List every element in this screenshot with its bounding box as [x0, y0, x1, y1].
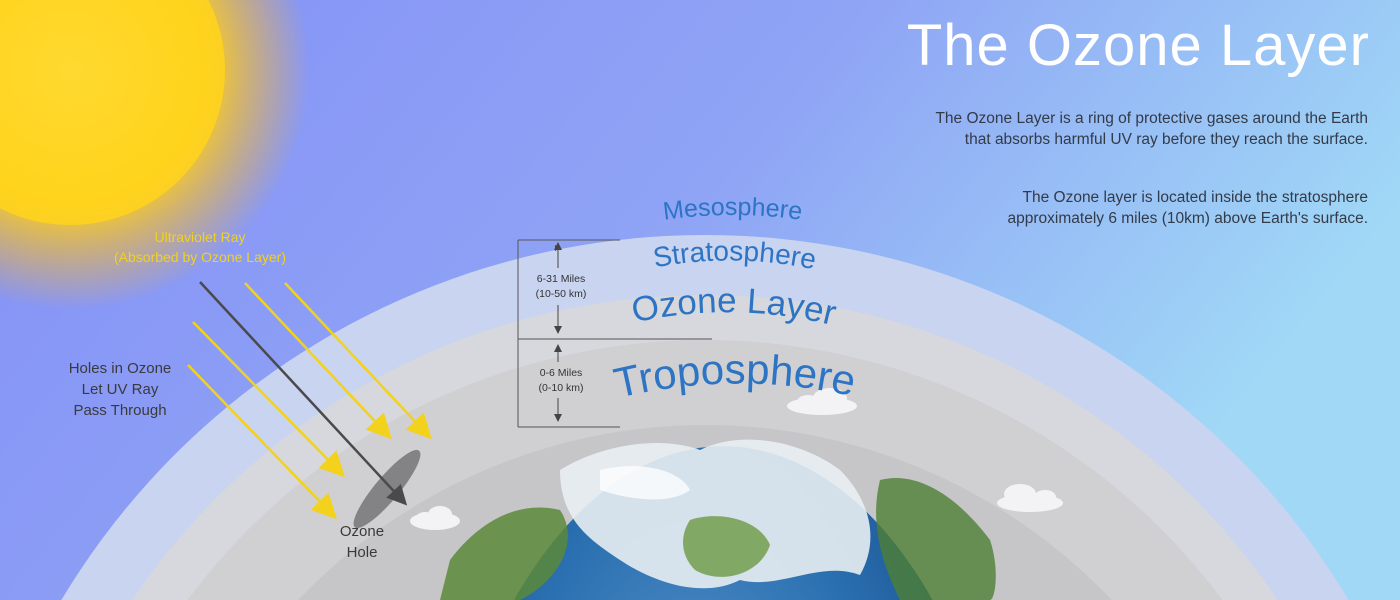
holes-label-line3: Pass Through: [73, 402, 167, 419]
description-paragraph-1: The Ozone Layer is a ring of protective …: [935, 110, 1368, 148]
cloud-small-left: [410, 506, 460, 530]
range-upper: 6-31 Miles (10-50 km): [521, 272, 601, 302]
ozone-hole-label-line1: Ozone: [339, 523, 385, 540]
holes-label-line1: Holes in Ozone: [68, 360, 172, 377]
cloud-small-center: [787, 388, 857, 415]
range-lower-miles: 0-6 Miles: [539, 367, 583, 379]
cloud-small-right: [997, 484, 1063, 512]
uv-arrow-through-hole: [199, 281, 408, 506]
range-upper-km: (10-50 km): [535, 288, 587, 300]
earth: [310, 432, 1100, 600]
uv-arrow-2: [244, 282, 392, 440]
uv-ray-label-line1: Ultraviolet Ray: [154, 229, 246, 245]
uv-ray-label: Ultraviolet Ray (Absorbed by Ozone Layer…: [95, 227, 305, 267]
holes-label: Holes in Ozone Let UV Ray Pass Through: [40, 358, 200, 421]
uv-arrow-3: [192, 321, 345, 478]
uv-ray-label-line2: (Absorbed by Ozone Layer): [114, 249, 286, 265]
range-lower-km: (0-10 km): [538, 382, 584, 394]
uv-arrow-1: [284, 282, 432, 440]
sun-core: [0, 0, 225, 225]
page-title: The Ozone Layer: [906, 13, 1370, 78]
ozone-hole-label-line2: Hole: [346, 544, 378, 561]
label-mesosphere: Mesosphere: [661, 193, 803, 226]
uv-arrow-4: [187, 364, 337, 520]
altitude-bracket: [517, 239, 712, 428]
ozone-hole-label: Ozone Hole: [322, 521, 402, 563]
range-upper-miles: 6-31 Miles: [536, 273, 586, 285]
range-lower: 0-6 Miles (0-10 km): [521, 366, 601, 396]
holes-label-line2: Let UV Ray: [81, 381, 159, 398]
description-paragraph-2: The Ozone layer is located inside the st…: [1007, 189, 1368, 227]
